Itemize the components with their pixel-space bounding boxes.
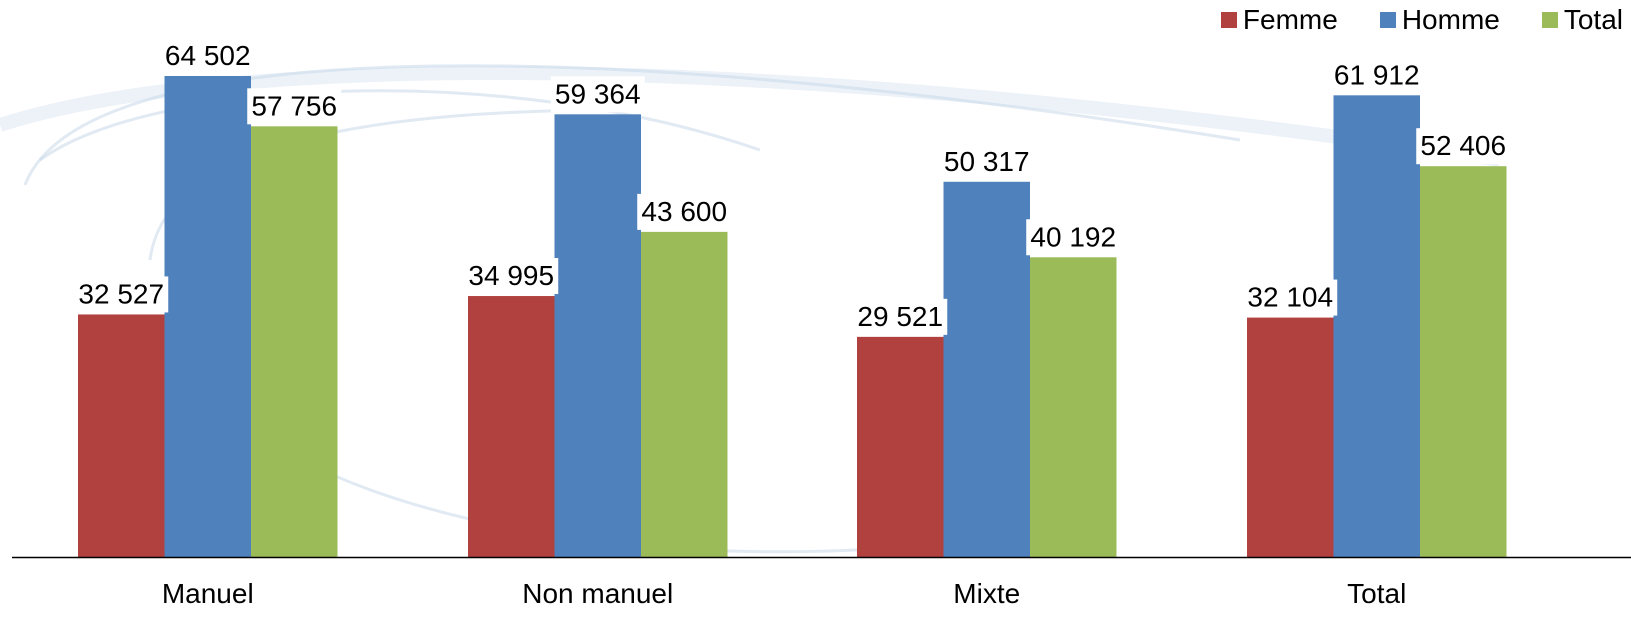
data-label-bg [853,298,948,335]
data-label-bg [160,38,255,74]
legend-label-femme: Femme [1242,4,1338,35]
legend-label-total: Total [1563,4,1623,35]
legend-item-total: Total [1541,4,1623,36]
data-label-bg [1243,279,1338,316]
data-label-homme-total: 61 912 [1334,59,1420,90]
bar-total-total [1420,166,1507,557]
bar-femme-mixte [857,336,944,557]
data-label-total-mixte: 40 192 [1030,221,1116,252]
data-label-bg [1026,219,1121,256]
data-label-femme-mixte: 29 521 [857,301,943,332]
data-label-bg [74,276,169,313]
legend-swatch-total [1541,12,1558,28]
bar-homme-non-manuel [554,114,641,557]
x-tick-label-non-manuel: Non manuel [522,578,673,609]
decor-arc [0,66,1502,167]
legend-label-homme: Homme [1401,4,1500,35]
bar-femme-manuel [78,314,165,557]
legend-item-femme: Femme [1220,4,1338,36]
x-tick-label-mixte: Mixte [953,578,1020,609]
data-label-homme-non-manuel: 59 364 [555,78,641,109]
legend: Femme Homme Total [1220,4,1623,36]
data-label-homme-mixte: 50 317 [944,146,1030,177]
data-label-bg [464,258,559,295]
bar-homme-manuel [164,76,251,557]
data-label-bg [939,143,1034,180]
bar-total-mixte [1030,257,1117,557]
data-label-bg [637,193,732,230]
bar-femme-total [1247,317,1334,557]
x-tick-label-total: Total [1347,578,1406,609]
data-label-femme-total: 32 104 [1247,282,1333,313]
bar-femme-non-manuel [468,296,555,557]
x-tick-label-manuel: Manuel [162,578,254,609]
data-label-total-manuel: 57 756 [251,90,337,121]
data-label-bg [550,76,645,113]
bar-homme-total [1333,95,1420,558]
data-label-total-non-manuel: 43 600 [641,196,727,227]
legend-item-homme: Homme [1379,4,1500,36]
bar-total-manuel [251,126,338,557]
data-label-bg [1416,128,1511,165]
data-label-femme-manuel: 32 527 [78,278,164,309]
data-label-total-total: 52 406 [1420,130,1506,161]
legend-swatch-femme [1220,12,1237,28]
legend-swatch-homme [1379,12,1396,28]
decor-arc [23,64,1241,186]
data-label-femme-non-manuel: 34 995 [468,260,554,291]
bar-total-non-manuel [641,231,728,557]
data-label-bg [247,88,342,125]
data-label-homme-manuel: 64 502 [165,40,251,71]
data-label-bg [1329,57,1424,94]
decor-arc [39,89,761,162]
bar-homme-mixte [943,181,1030,558]
